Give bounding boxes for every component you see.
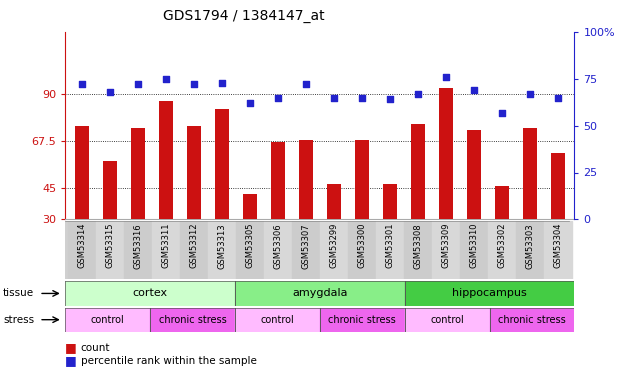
Point [77,81,87,87]
Text: GSM53311: GSM53311 [161,223,170,268]
Bar [235,308,320,332]
Point [357,94,367,100]
Text: percentile rank within the sample: percentile rank within the sample [81,356,256,366]
Point [497,110,507,116]
Text: control: control [260,315,294,325]
Text: GSM53301: GSM53301 [385,223,394,268]
Text: chronic stress: chronic stress [329,315,396,325]
Bar [405,308,489,332]
Bar [460,221,487,279]
Text: GSM53313: GSM53313 [217,223,227,268]
Point [273,94,283,100]
Point [105,89,115,95]
Bar [159,100,173,219]
Bar [438,88,453,219]
Bar [383,184,397,219]
Bar [376,221,404,279]
Bar [68,221,96,279]
Text: GSM53310: GSM53310 [469,223,478,268]
Point [133,81,143,87]
Text: GSM53305: GSM53305 [245,223,255,268]
Point [385,96,395,102]
Bar [551,153,564,219]
Text: ■: ■ [65,342,77,354]
Bar [150,308,235,332]
Bar [320,308,405,332]
Bar [523,128,537,219]
Text: chronic stress: chronic stress [498,315,566,325]
Bar [208,221,236,279]
Text: GSM53304: GSM53304 [553,223,562,268]
Point [553,94,563,100]
Bar [96,221,124,279]
Text: GSM53308: GSM53308 [413,223,422,268]
Text: GSM53306: GSM53306 [273,223,283,268]
Text: amygdala: amygdala [292,288,348,298]
Bar [187,126,201,219]
Bar [235,281,405,306]
Bar [320,221,348,279]
Bar [103,161,117,219]
Bar [404,221,432,279]
Bar [152,221,180,279]
Point [469,87,479,93]
Point [217,80,227,86]
Text: stress: stress [3,315,34,325]
Bar [215,109,229,219]
Bar [327,184,341,219]
Bar [243,194,257,219]
Bar [487,221,515,279]
Text: GSM53315: GSM53315 [106,223,114,268]
Point [329,94,339,100]
Bar [65,308,150,332]
Point [301,81,310,87]
Point [245,100,255,106]
Text: GSM53309: GSM53309 [442,223,450,268]
Bar [180,221,208,279]
Bar [75,126,89,219]
Bar [355,140,369,219]
Point [441,74,451,80]
Bar [467,130,481,219]
Bar [543,221,571,279]
Text: chronic stress: chronic stress [158,315,227,325]
Bar [405,281,574,306]
Text: GDS1794 / 1384147_at: GDS1794 / 1384147_at [163,9,324,23]
Bar [432,221,460,279]
Bar [236,221,264,279]
Point [189,81,199,87]
Bar [348,221,376,279]
Text: ■: ■ [65,354,77,367]
Bar [65,281,235,306]
Text: GSM53316: GSM53316 [134,223,142,268]
Bar [495,186,509,219]
Point [161,76,171,82]
Bar [131,128,145,219]
Text: count: count [81,343,111,353]
Point [413,91,423,97]
Bar [515,221,543,279]
Bar [271,142,285,219]
Text: GSM53312: GSM53312 [189,223,198,268]
Text: control: control [430,315,464,325]
Bar [264,221,292,279]
Text: GSM53303: GSM53303 [525,223,534,268]
Text: GSM53302: GSM53302 [497,223,506,268]
Text: control: control [91,315,125,325]
Bar [489,308,574,332]
Text: GSM53314: GSM53314 [78,223,86,268]
Text: hippocampus: hippocampus [452,288,527,298]
Text: cortex: cortex [132,288,168,298]
Text: tissue: tissue [3,288,34,298]
Bar [292,221,320,279]
Point [525,91,535,97]
Bar [299,140,313,219]
Text: GSM53300: GSM53300 [357,223,366,268]
Bar [124,221,152,279]
Text: GSM53307: GSM53307 [301,223,310,268]
Bar [410,123,425,219]
Text: GSM53299: GSM53299 [329,223,338,268]
